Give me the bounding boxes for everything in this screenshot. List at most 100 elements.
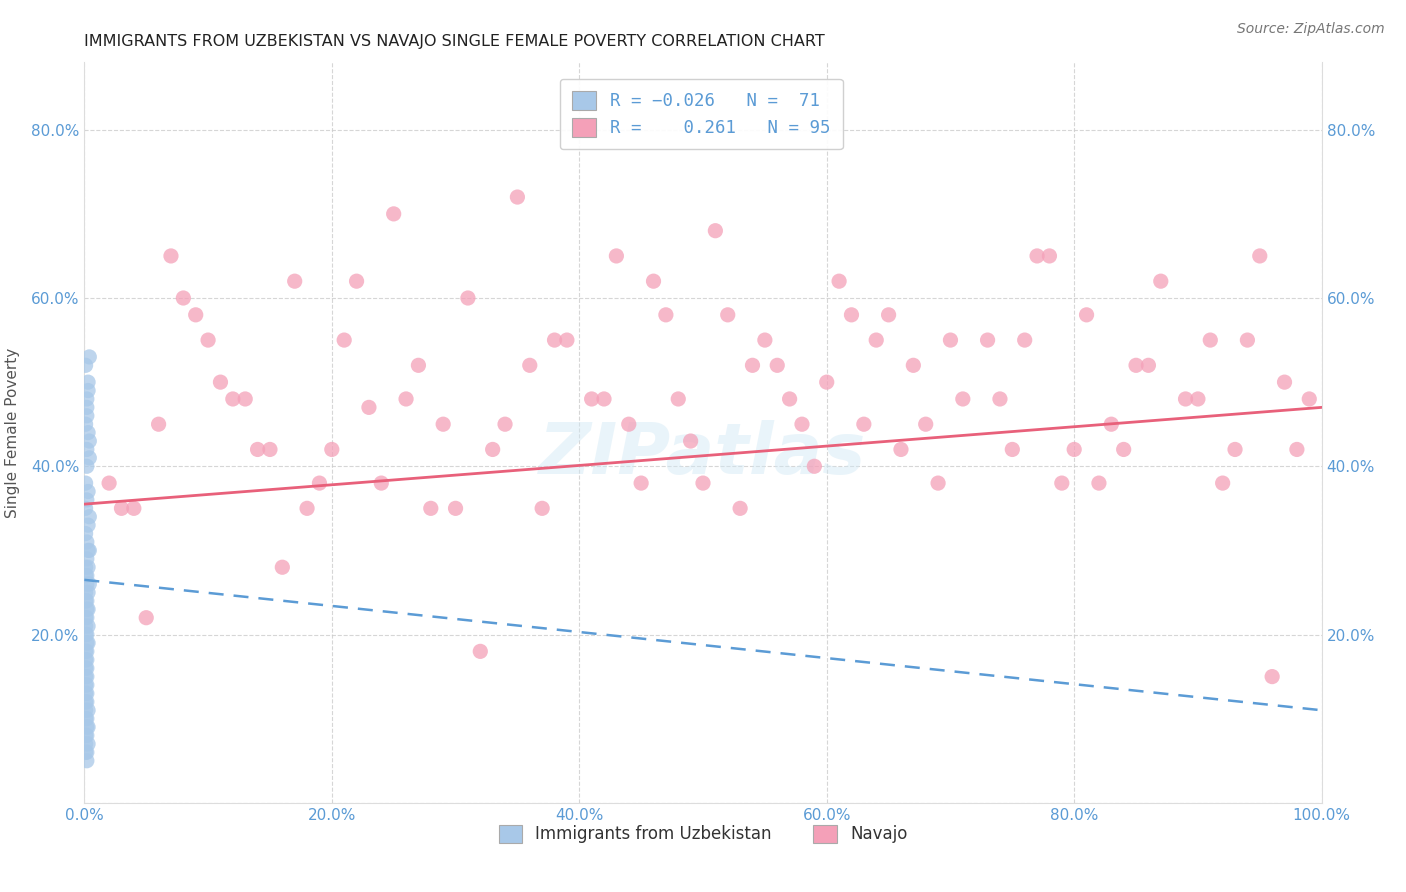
Point xyxy=(79,450,101,465)
Point xyxy=(246,442,269,457)
Point xyxy=(382,207,405,221)
Point xyxy=(976,333,998,347)
Point xyxy=(1274,375,1296,389)
Point xyxy=(865,333,887,347)
Point xyxy=(75,661,97,675)
Point xyxy=(76,535,98,549)
Point xyxy=(77,518,100,533)
Point xyxy=(321,442,343,457)
Point xyxy=(1038,249,1060,263)
Point xyxy=(593,392,616,406)
Point xyxy=(75,737,97,751)
Point xyxy=(76,392,98,406)
Point xyxy=(531,501,554,516)
Point xyxy=(1236,333,1258,347)
Point xyxy=(1099,417,1122,432)
Point xyxy=(77,543,100,558)
Point xyxy=(77,720,100,734)
Point xyxy=(77,737,100,751)
Point xyxy=(76,636,98,650)
Point xyxy=(903,359,925,373)
Point xyxy=(815,375,838,389)
Point xyxy=(1212,476,1234,491)
Point xyxy=(76,492,98,507)
Point xyxy=(76,459,98,474)
Point xyxy=(630,476,652,491)
Point xyxy=(655,308,678,322)
Point xyxy=(841,308,863,322)
Point xyxy=(76,745,98,759)
Point xyxy=(77,425,100,440)
Point xyxy=(790,417,813,432)
Point xyxy=(77,585,100,599)
Point xyxy=(643,274,665,288)
Point xyxy=(1174,392,1197,406)
Point xyxy=(1298,392,1320,406)
Text: Source: ZipAtlas.com: Source: ZipAtlas.com xyxy=(1237,22,1385,37)
Point xyxy=(470,644,492,658)
Point xyxy=(927,476,949,491)
Point xyxy=(952,392,974,406)
Point xyxy=(308,476,330,491)
Point xyxy=(75,417,97,432)
Point xyxy=(877,308,900,322)
Point xyxy=(98,476,121,491)
Point xyxy=(408,359,430,373)
Text: ZIPatlas: ZIPatlas xyxy=(540,420,866,490)
Point xyxy=(346,274,368,288)
Point xyxy=(444,501,467,516)
Point xyxy=(75,644,97,658)
Point xyxy=(803,459,825,474)
Point xyxy=(419,501,441,516)
Point xyxy=(77,384,100,398)
Point xyxy=(259,442,281,457)
Point xyxy=(779,392,801,406)
Point xyxy=(481,442,503,457)
Point xyxy=(75,585,97,599)
Point xyxy=(75,476,97,491)
Point xyxy=(605,249,627,263)
Point xyxy=(76,568,98,582)
Point xyxy=(75,359,97,373)
Point xyxy=(79,543,101,558)
Point xyxy=(76,627,98,641)
Point xyxy=(184,308,207,322)
Point xyxy=(160,249,183,263)
Point xyxy=(76,644,98,658)
Point xyxy=(135,610,157,624)
Point xyxy=(1001,442,1024,457)
Point xyxy=(77,375,100,389)
Point xyxy=(581,392,603,406)
Point xyxy=(76,670,98,684)
Point xyxy=(75,594,97,608)
Point xyxy=(395,392,418,406)
Point xyxy=(1150,274,1173,288)
Point xyxy=(79,577,101,591)
Point xyxy=(79,509,101,524)
Point xyxy=(75,568,97,582)
Point xyxy=(1223,442,1246,457)
Point xyxy=(172,291,194,305)
Point xyxy=(333,333,356,347)
Point xyxy=(692,476,714,491)
Point xyxy=(295,501,318,516)
Point xyxy=(110,501,132,516)
Y-axis label: Single Female Poverty: Single Female Poverty xyxy=(4,348,20,517)
Point xyxy=(77,703,100,717)
Point xyxy=(741,359,763,373)
Point xyxy=(197,333,219,347)
Point xyxy=(704,224,727,238)
Point xyxy=(1014,333,1036,347)
Point xyxy=(75,670,97,684)
Point xyxy=(77,619,100,633)
Point xyxy=(77,560,100,574)
Point xyxy=(76,754,98,768)
Point xyxy=(271,560,294,574)
Point xyxy=(75,712,97,726)
Point xyxy=(717,308,740,322)
Point xyxy=(76,686,98,700)
Point xyxy=(76,610,98,624)
Point xyxy=(457,291,479,305)
Point xyxy=(75,501,97,516)
Point xyxy=(988,392,1011,406)
